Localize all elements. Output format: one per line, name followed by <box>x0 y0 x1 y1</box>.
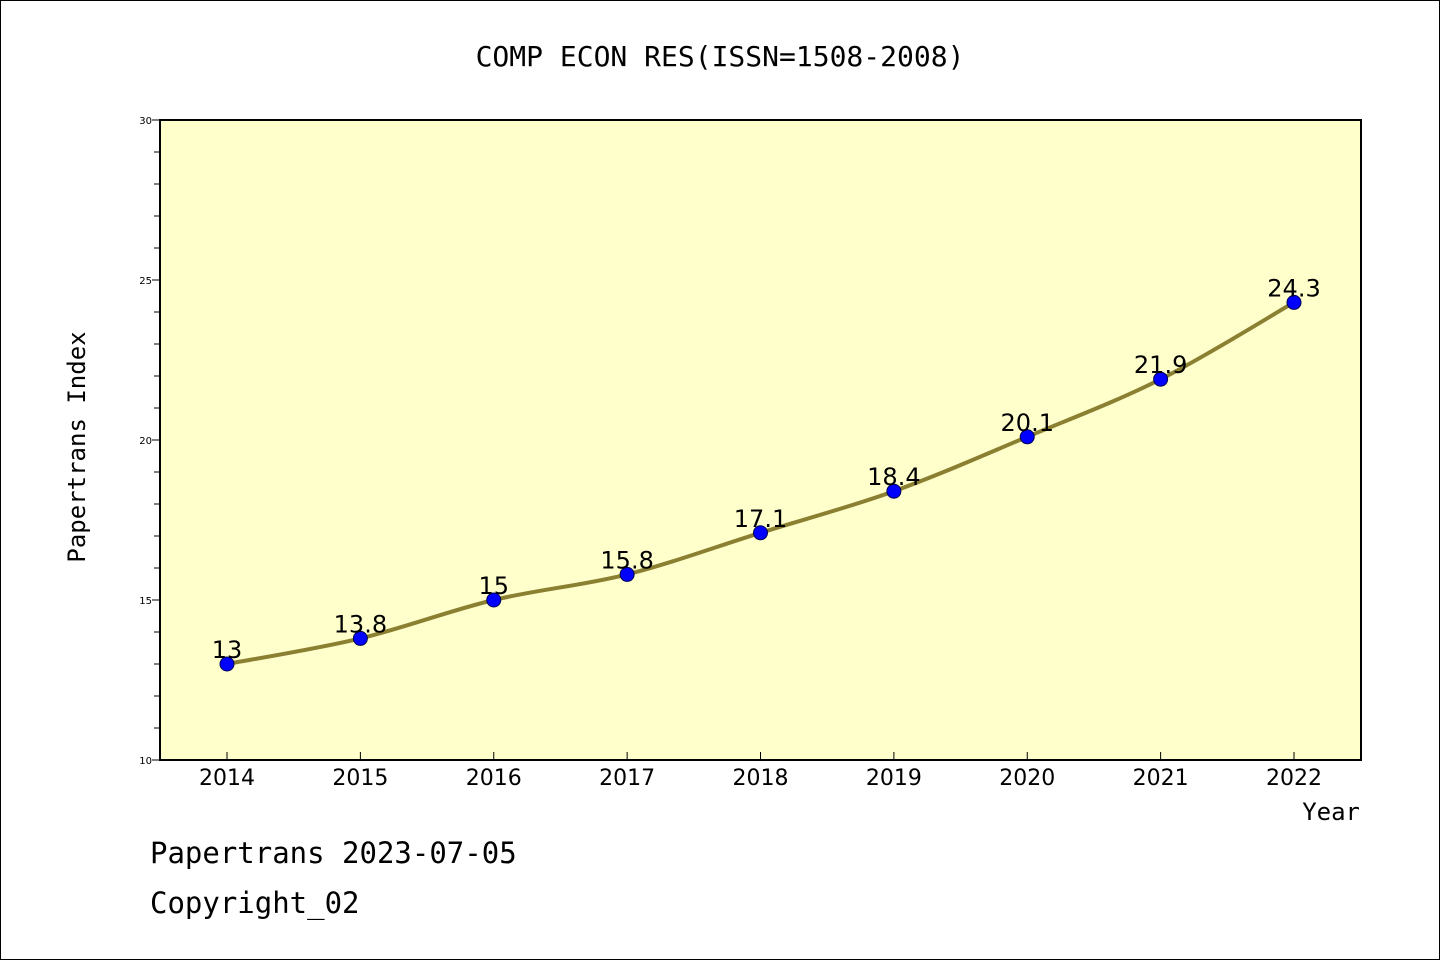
data-label: 15.8 <box>600 546 653 574</box>
x-tick-label: 2022 <box>1266 766 1322 791</box>
data-point <box>1019 429 1035 445</box>
y-tick-label: 30 <box>139 116 152 127</box>
footer-date-line: Papertrans 2023-07-05 <box>150 836 517 870</box>
data-labels: 13 13.8 15 15.8 17.1 18.4 20.1 21.9 24.3 <box>212 274 1321 664</box>
data-label: 13.8 <box>334 610 387 638</box>
data-point <box>886 483 902 499</box>
y-axis-ticks: 10 15 20 25 30 <box>139 116 160 767</box>
y-tick-label: 20 <box>139 436 152 447</box>
x-tick-label: 2015 <box>332 766 388 791</box>
data-point <box>352 630 368 646</box>
x-tick-label: 2019 <box>866 766 922 791</box>
footer-copyright-line: Copyright_02 <box>150 886 360 920</box>
x-tick-label: 2018 <box>733 766 789 791</box>
data-label: 18.4 <box>867 463 920 491</box>
data-point <box>1286 294 1302 310</box>
data-point <box>753 525 768 541</box>
data-point <box>219 656 235 672</box>
y-axis-label: Papertrans Index <box>63 331 91 562</box>
x-axis-label: Year <box>1302 798 1360 826</box>
data-label: 15 <box>478 572 509 600</box>
chart-title: COMP ECON RES(ISSN=1508-2008) <box>476 40 965 73</box>
data-label: 13 <box>212 636 243 664</box>
x-axis-ticks: 2014 2015 2016 2017 2018 2019 2020 2021 2022 <box>199 752 1322 791</box>
data-label: 24.3 <box>1267 274 1320 302</box>
x-tick-label: 2020 <box>999 766 1055 791</box>
y-tick-label: 10 <box>139 756 152 767</box>
data-point <box>486 592 502 608</box>
x-tick-label: 2021 <box>1133 766 1189 791</box>
y-tick-label: 15 <box>139 596 152 607</box>
y-tick-label: 25 <box>139 276 152 287</box>
x-tick-label: 2017 <box>599 766 655 791</box>
data-markers <box>219 294 1302 672</box>
x-tick-label: 2014 <box>199 766 255 791</box>
data-label: 20.1 <box>1001 409 1054 437</box>
data-point <box>1153 371 1169 387</box>
x-tick-label: 2016 <box>466 766 522 791</box>
data-label: 17.1 <box>734 505 787 533</box>
plot-area <box>159 119 1362 761</box>
data-label: 21.9 <box>1134 351 1187 379</box>
data-point <box>619 566 635 582</box>
